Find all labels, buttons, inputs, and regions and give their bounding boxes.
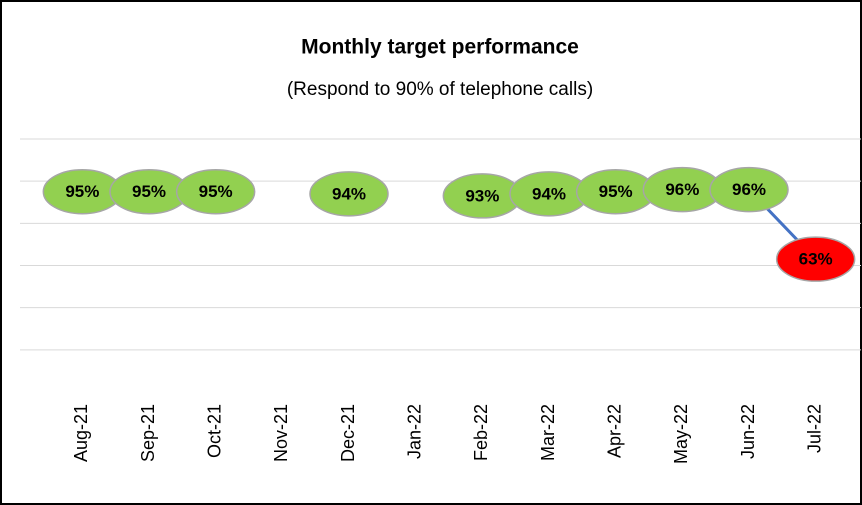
x-tick-label: Jul-22 <box>804 404 824 453</box>
data-label: 94% <box>532 184 566 203</box>
data-label: 95% <box>65 182 99 201</box>
x-tick-label: Dec-21 <box>338 404 358 462</box>
x-tick-label: Oct-21 <box>204 404 224 458</box>
x-tick-label: Mar-22 <box>538 404 558 461</box>
chart-title: Monthly target performance <box>301 36 579 59</box>
x-tick-label: Feb-22 <box>471 404 491 461</box>
x-tick-label: Jan-22 <box>404 404 424 459</box>
x-tick-label: Apr-22 <box>604 404 624 458</box>
data-label: 96% <box>665 180 699 199</box>
chart-subtitle: (Respond to 90% of telephone calls) <box>287 79 593 100</box>
x-tick-label: Jun-22 <box>738 404 758 459</box>
data-label: 95% <box>199 182 233 201</box>
x-tick-label: Nov-21 <box>271 404 291 462</box>
point-marker <box>709 166 789 213</box>
point-marker <box>309 171 389 217</box>
data-label: 63% <box>799 250 833 269</box>
data-label: 95% <box>132 182 166 201</box>
data-label: 93% <box>465 186 499 205</box>
x-tick-label: Sep-21 <box>138 404 158 462</box>
data-label: 96% <box>732 180 766 199</box>
x-tick-label: Aug-21 <box>71 404 91 462</box>
point-marker <box>175 168 256 215</box>
x-tick-label: May-22 <box>671 404 691 464</box>
point-marker <box>775 236 856 282</box>
data-label: 95% <box>599 182 633 201</box>
data-label: 94% <box>332 184 366 203</box>
